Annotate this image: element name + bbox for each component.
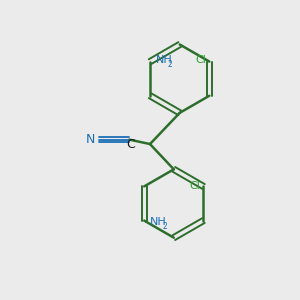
Text: 2: 2: [162, 222, 167, 231]
Text: N: N: [85, 133, 95, 146]
Text: NH: NH: [155, 55, 172, 65]
Text: Cl: Cl: [189, 182, 200, 191]
Text: NH: NH: [149, 217, 166, 227]
Text: 2: 2: [168, 60, 173, 69]
Text: C: C: [126, 138, 135, 152]
Text: Cl: Cl: [195, 55, 206, 65]
